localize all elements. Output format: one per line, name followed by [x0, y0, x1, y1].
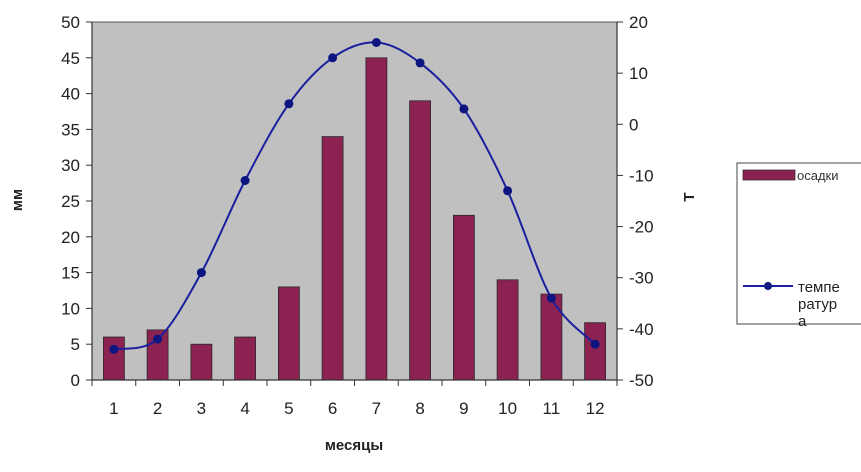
left-tick-label: 50 — [61, 13, 80, 32]
right-tick-label: -40 — [629, 320, 654, 339]
bar-series — [103, 57, 606, 381]
legend-line-label-3: а — [798, 313, 807, 330]
bar-12 — [584, 322, 606, 381]
x-axis-title: месяцы — [325, 437, 383, 454]
temperature-point-9 — [459, 104, 469, 114]
x-tick-label: 7 — [372, 399, 381, 418]
x-tick-label: 11 — [543, 399, 561, 418]
legend-bar-swatch — [742, 169, 796, 181]
left-y-axis: 0 5 10 15 20 25 30 35 40 45 50 — [61, 13, 93, 390]
right-tick-label: 20 — [629, 13, 648, 32]
legend-box — [736, 162, 861, 325]
temperature-point-10 — [503, 186, 513, 196]
temperature-point-11 — [546, 293, 556, 303]
x-tick-label: 5 — [284, 399, 293, 418]
y-axis-title: мм — [9, 189, 26, 211]
temperature-point-7 — [371, 38, 381, 47]
bar-8 — [409, 100, 432, 381]
x-tick-label: 4 — [240, 399, 249, 418]
temperature-point-6 — [328, 53, 338, 63]
y2-axis-title: Т — [681, 192, 698, 201]
left-tick-label: 20 — [61, 228, 80, 247]
legend-line-marker — [764, 282, 772, 290]
bar-3 — [190, 343, 213, 381]
legend-line-label-2: ратур — [798, 296, 837, 313]
legend-bar-label: осадки — [797, 168, 839, 183]
left-tick-label: 40 — [61, 85, 80, 104]
temperature-point-8 — [415, 58, 425, 68]
temperature-point-4 — [240, 176, 250, 185]
x-tick-label: 3 — [197, 399, 206, 418]
bar-6 — [321, 136, 344, 381]
x-tick-label: 9 — [459, 399, 468, 418]
bar-9 — [452, 214, 475, 381]
plot-area — [91, 21, 618, 381]
bar-4 — [234, 336, 257, 381]
x-tick-label: 1 — [109, 399, 118, 418]
temperature-point-12 — [590, 339, 600, 349]
right-tick-label: -10 — [629, 166, 654, 185]
bar-7 — [365, 57, 388, 381]
temperature-point-2 — [153, 334, 163, 344]
bar-10 — [496, 279, 519, 381]
x-tick-label: 2 — [153, 399, 162, 418]
x-tick-label: 12 — [586, 399, 605, 418]
legend-line-label-1: темпе — [798, 279, 840, 296]
right-tick-label: 0 — [629, 115, 638, 134]
left-tick-label: 45 — [61, 49, 80, 68]
x-axis: 1 2 3 4 5 6 7 8 9 10 11 12 — [91, 379, 618, 418]
left-tick-label: 5 — [71, 335, 80, 354]
left-tick-label: 10 — [61, 299, 80, 318]
x-tick-label: 8 — [415, 399, 424, 418]
left-tick-label: 25 — [61, 192, 80, 211]
x-tick-label: 6 — [328, 399, 337, 418]
left-tick-label: 30 — [61, 156, 80, 175]
right-tick-label: -50 — [629, 371, 654, 390]
left-tick-label: 15 — [61, 264, 80, 283]
bar-5 — [277, 286, 300, 381]
left-tick-label: 35 — [61, 120, 80, 139]
bar-11 — [540, 293, 563, 381]
right-tick-label: -20 — [629, 218, 654, 237]
temperature-point-3 — [196, 268, 206, 278]
temperature-point-5 — [284, 99, 294, 109]
temperature-point-1 — [109, 344, 119, 354]
right-y-axis: -50 -40 -30 -20 -10 0 10 20 — [616, 13, 654, 390]
left-tick-label: 0 — [71, 371, 80, 390]
line-series — [109, 38, 600, 354]
legend: осадки темпе ратур а — [736, 162, 861, 330]
bar-1 — [103, 336, 125, 381]
x-tick-label: 10 — [498, 399, 517, 418]
right-tick-label: 10 — [629, 64, 648, 83]
right-tick-label: -30 — [629, 269, 654, 288]
